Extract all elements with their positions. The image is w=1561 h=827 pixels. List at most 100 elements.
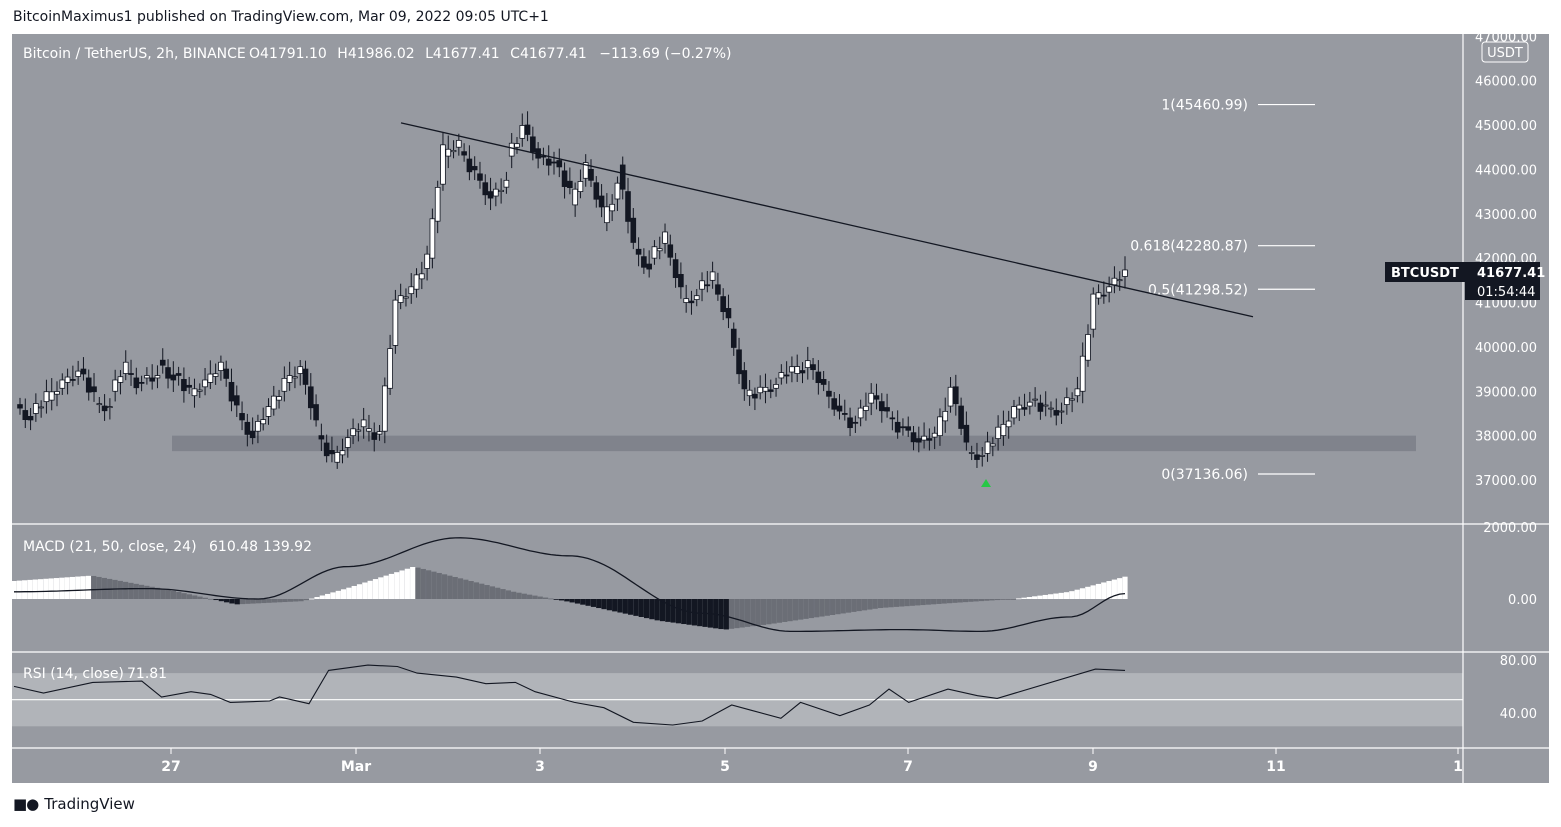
candle-down <box>567 180 573 189</box>
macd-histogram-bar <box>638 599 644 617</box>
macd-histogram-bar <box>192 595 198 599</box>
candle-up <box>54 391 60 395</box>
macd-histogram-bar <box>277 599 283 603</box>
macd-histogram-bar <box>463 579 469 599</box>
candle-up <box>514 143 520 148</box>
macd-histogram-bar <box>888 599 894 608</box>
macd-histogram-bar <box>37 579 44 599</box>
macd-histogram-bar <box>133 583 139 599</box>
macd-histogram-bar <box>255 599 262 604</box>
macd-histogram-bar <box>202 597 208 599</box>
candle-down <box>630 217 637 243</box>
candle-down <box>619 164 626 190</box>
candle-down <box>900 426 906 429</box>
candle-down <box>556 160 563 168</box>
macd-histogram-bar <box>181 593 187 599</box>
candle-down <box>80 368 87 375</box>
candle-up <box>1079 355 1086 392</box>
candle-up <box>508 142 515 157</box>
candle-up <box>1058 410 1065 413</box>
candle-up <box>577 181 584 192</box>
time-tick-label: 11 <box>1266 759 1285 775</box>
close-value: 41677.41 <box>520 46 587 62</box>
macd-histogram-bar <box>399 570 405 599</box>
candle-up <box>376 431 383 435</box>
candle-down <box>551 161 557 164</box>
macd-histogram-bar <box>1079 588 1086 599</box>
main-pane: 1(45460.99) 0.618(42280.87) 0.5(41298.52) 0… <box>17 98 1416 487</box>
macd-histogram-bar <box>234 599 240 605</box>
footer-brand[interactable]: ■● TradingView <box>13 795 135 813</box>
macd-histogram-bar <box>457 578 464 599</box>
candle-up <box>440 144 446 185</box>
macd-histogram-bar <box>176 591 182 599</box>
macd-histogram-bar <box>383 575 389 599</box>
macd-histogram-bar <box>378 577 384 599</box>
macd-histogram-bar <box>11 581 17 599</box>
macd-histogram-bar <box>904 599 910 607</box>
macd-title: MACD (21, 50, close, 24) <box>23 539 197 555</box>
macd-histogram-bar <box>925 599 931 605</box>
candle-down <box>741 370 748 390</box>
candle-up <box>609 203 615 212</box>
macd-histogram-bar <box>160 588 166 599</box>
candle-up <box>339 450 346 456</box>
macd-histogram-bar <box>936 599 942 604</box>
macd-histogram-bar <box>452 576 458 599</box>
macd-histogram-bar <box>766 599 772 625</box>
candle-down <box>916 438 922 443</box>
macd-histogram-bar <box>303 599 309 601</box>
price-tick-label: 41000.00 <box>1475 297 1537 312</box>
candle-down <box>667 244 674 258</box>
candle-up <box>1042 404 1049 407</box>
candle-down <box>1053 410 1060 416</box>
macd-histogram-bar <box>968 599 974 602</box>
macd-histogram-bar <box>670 599 676 623</box>
candle-up <box>212 373 219 377</box>
candle-up <box>582 162 589 179</box>
candle-up <box>265 406 272 417</box>
macd-histogram-bar <box>229 599 235 604</box>
macd-histogram-bar <box>1106 581 1112 599</box>
candle-up <box>202 379 208 388</box>
candle-down <box>27 416 34 421</box>
macd-histogram-bar <box>643 599 650 619</box>
candle-up <box>804 360 811 368</box>
macd-histogram-bar <box>750 599 756 627</box>
macd-histogram-bar <box>957 599 963 603</box>
rsi-pane <box>12 664 1463 727</box>
macd-histogram-bar <box>356 584 363 599</box>
tradingview-logo-icon: ■● <box>13 795 39 813</box>
candle-up <box>276 396 282 401</box>
candle-up <box>218 361 224 371</box>
candle-up <box>1064 397 1070 405</box>
macd-histogram-bar <box>612 599 618 612</box>
candle-up <box>746 389 753 397</box>
macd-histogram-bar <box>27 579 33 599</box>
macd-histogram-bar <box>824 599 830 616</box>
macd-histogram-bar <box>1074 589 1080 599</box>
candle-down <box>323 442 330 457</box>
macd-histogram-bar <box>69 576 76 599</box>
currency-label: USDT <box>1487 46 1523 61</box>
macd-histogram-bar <box>1000 599 1006 600</box>
candle-down <box>715 284 721 295</box>
candle-up <box>38 406 44 409</box>
candle-down <box>635 248 642 255</box>
macd-histogram-bar <box>101 577 107 599</box>
candle-up <box>107 406 113 409</box>
macd-histogram-bar <box>760 599 767 625</box>
macd-histogram-bar <box>1058 592 1064 599</box>
macd-histogram-bar <box>239 599 246 605</box>
candle-down <box>889 417 896 420</box>
macd-histogram-bar <box>915 599 921 606</box>
fib-level-label: 0.5(41298.52) <box>1148 282 1248 298</box>
time-tick-label: 9 <box>1088 759 1098 775</box>
macd-histogram-bar <box>558 599 565 601</box>
macd-histogram-bar <box>1117 578 1123 599</box>
trendline <box>400 122 1254 318</box>
candle-up <box>778 372 785 379</box>
macd-histogram-bar <box>909 599 915 606</box>
candle-down <box>926 438 933 441</box>
